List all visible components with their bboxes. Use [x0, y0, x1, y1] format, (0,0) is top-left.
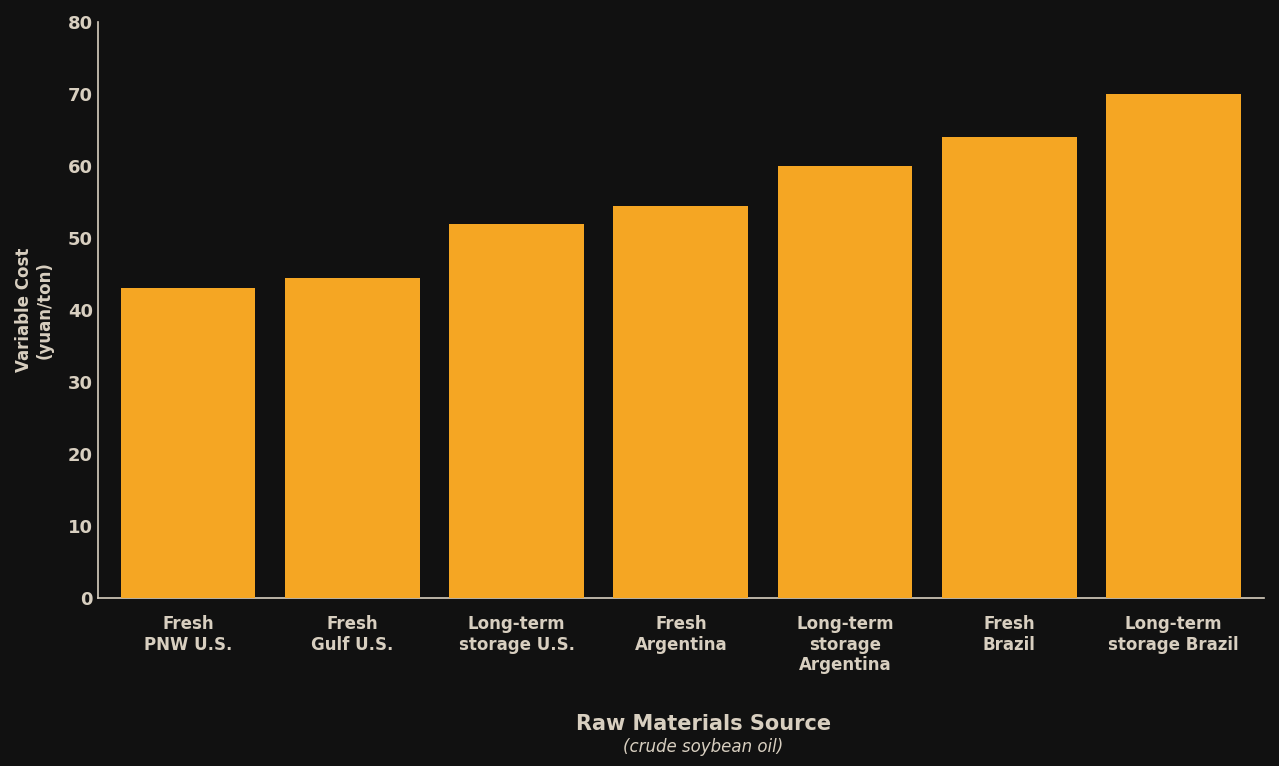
Bar	[120, 289, 256, 598]
Y-axis label: Variable Cost
(yuan/ton): Variable Cost (yuan/ton)	[15, 248, 54, 372]
Bar	[778, 166, 912, 598]
Bar	[285, 277, 420, 598]
Bar	[449, 224, 585, 598]
Bar	[943, 137, 1077, 598]
Bar	[614, 205, 748, 598]
Bar	[1106, 94, 1241, 598]
Text: (crude soybean oil): (crude soybean oil)	[623, 738, 784, 756]
Text: Raw Materials Source: Raw Materials Source	[576, 714, 831, 734]
